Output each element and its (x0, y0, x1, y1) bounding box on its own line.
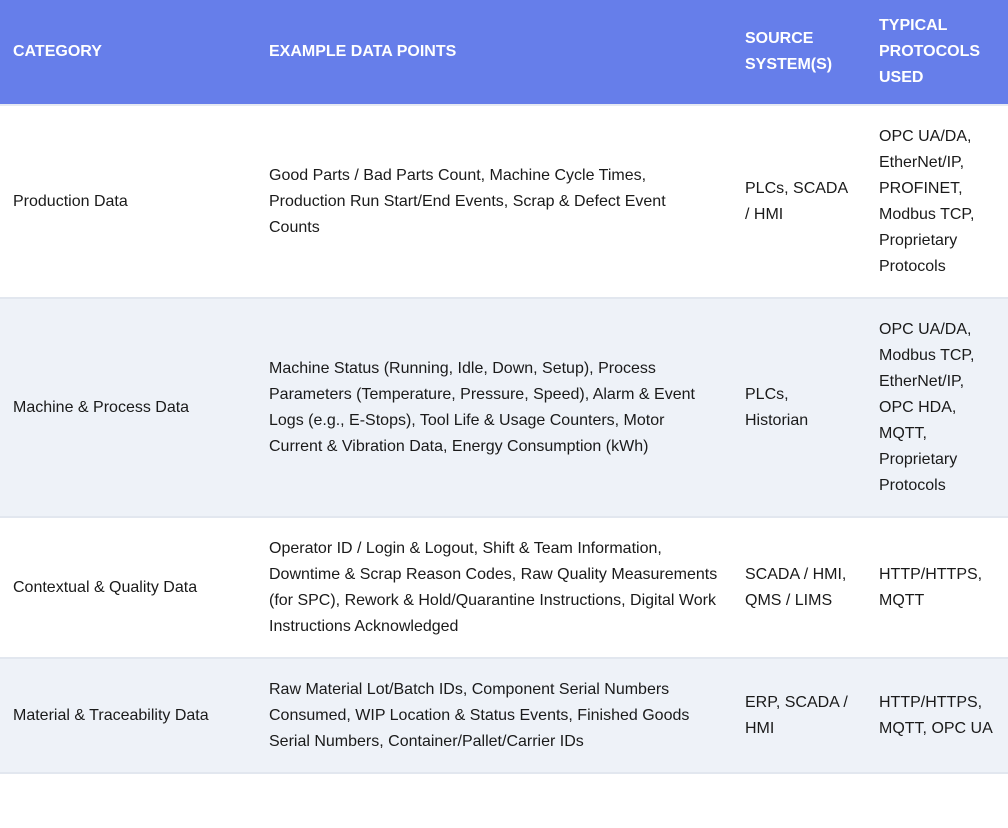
table-row: Contextual & Quality Data Operator ID / … (0, 517, 1008, 659)
table-row: Material & Traceability Data Raw Materia… (0, 658, 1008, 774)
data-categories-table: Category Example Data Points Source Syst… (0, 0, 1008, 774)
header-protocols: Typical Protocols Used (866, 0, 1008, 106)
header-row: Category Example Data Points Source Syst… (0, 0, 1008, 106)
table-row: Production Data Good Parts / Bad Parts C… (0, 105, 1008, 299)
cell-category: Material & Traceability Data (0, 658, 256, 774)
header-example-data-points: Example Data Points (256, 0, 732, 106)
cell-protocols: HTTP/HTTPS, MQTT, OPC UA (866, 658, 1008, 774)
cell-sources: ERP, SCADA / HMI (732, 658, 866, 774)
cell-protocols: HTTP/HTTPS, MQTT (866, 517, 1008, 659)
cell-protocols: OPC UA/DA, Modbus TCP, EtherNet/IP, OPC … (866, 298, 1008, 518)
table-row: Machine & Process Data Machine Status (R… (0, 298, 1008, 518)
cell-sources: SCADA / HMI, QMS / LIMS (732, 517, 866, 659)
cell-protocols: OPC UA/DA, EtherNet/IP, PROFINET, Modbus… (866, 105, 1008, 299)
cell-examples: Good Parts / Bad Parts Count, Machine Cy… (256, 105, 732, 299)
cell-examples: Machine Status (Running, Idle, Down, Set… (256, 298, 732, 518)
cell-sources: PLCs, SCADA / HMI (732, 105, 866, 299)
cell-sources: PLCs, Historian (732, 298, 866, 518)
cell-examples: Operator ID / Login & Logout, Shift & Te… (256, 517, 732, 659)
cell-category: Production Data (0, 105, 256, 299)
cell-examples: Raw Material Lot/Batch IDs, Component Se… (256, 658, 732, 774)
cell-category: Machine & Process Data (0, 298, 256, 518)
cell-category: Contextual & Quality Data (0, 517, 256, 659)
header-source-systems: Source System(s) (732, 0, 866, 106)
header-category: Category (0, 0, 256, 106)
